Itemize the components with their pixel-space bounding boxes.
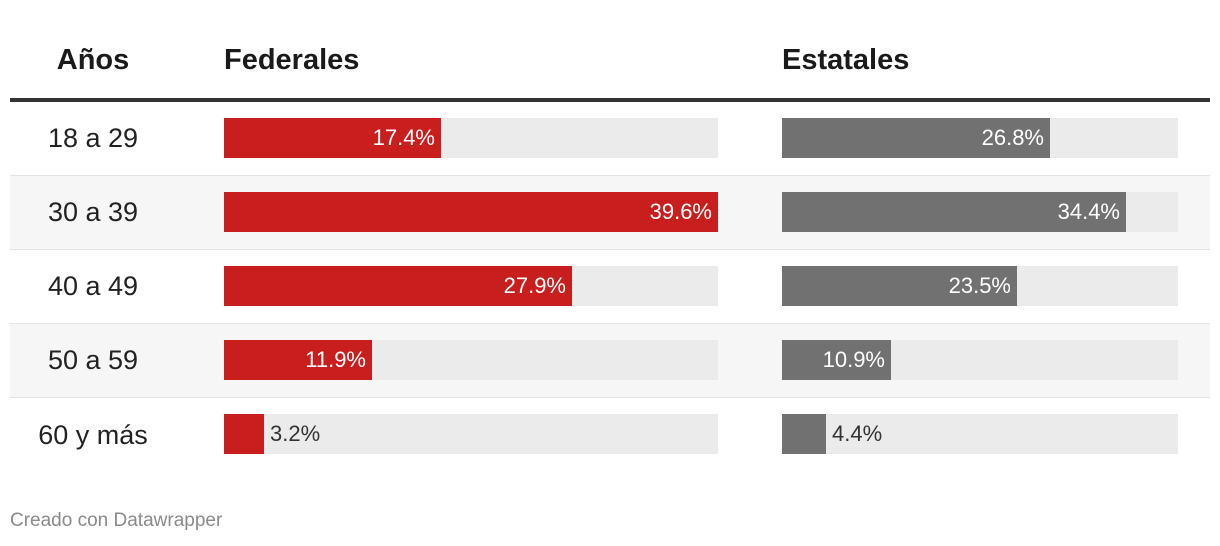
bar-track: 23.5% <box>782 266 1178 306</box>
bar-track: 17.4% <box>224 118 718 158</box>
credit[interactable]: Creado con Datawrapper <box>10 510 223 531</box>
bar-track: 26.8% <box>782 118 1178 158</box>
bar-track: 34.4% <box>782 192 1178 232</box>
bar-estatales <box>782 266 1017 306</box>
bar-federales <box>224 118 441 158</box>
header-years: Años <box>56 44 130 76</box>
header-estatales: Estatales <box>782 44 910 76</box>
bar-estatales <box>782 192 1126 232</box>
data-label: 34.4% <box>1057 199 1120 224</box>
bar-estatales <box>782 414 826 454</box>
row-label: 60 y más <box>38 419 148 450</box>
bar-track: 11.9% <box>224 340 718 380</box>
data-label: 23.5% <box>948 273 1011 298</box>
row-label: 50 a 59 <box>47 345 139 375</box>
bar-track: 3.2% <box>224 414 718 454</box>
data-label: 11.9% <box>305 347 366 372</box>
table-row: 18 a 29 17.4% 26.8% <box>10 102 1210 176</box>
bar-track: 10.9% <box>782 340 1178 380</box>
table-row: 60 y más 3.2% 4.4% <box>10 398 1210 472</box>
data-label: 26.8% <box>981 125 1044 150</box>
table-row: 40 a 49 27.9% 23.5% <box>10 250 1210 324</box>
row-label: 30 a 39 <box>47 197 139 227</box>
table-row: 50 a 59 11.9% 10.9% <box>10 324 1210 398</box>
bar-federales <box>224 192 718 232</box>
header-federales: Federales <box>224 44 360 76</box>
bar-estatales <box>782 118 1050 158</box>
data-label: 4.4% <box>832 421 883 446</box>
row-label: 18 a 29 <box>47 123 139 153</box>
data-label: 10.9% <box>822 347 885 372</box>
bar-federales <box>224 266 572 306</box>
row-label: 40 a 49 <box>47 271 139 301</box>
bar-federales <box>224 414 264 454</box>
data-label: 39.6% <box>649 199 712 224</box>
bar-track: 39.6% <box>224 192 718 232</box>
data-label: 3.2% <box>270 421 321 446</box>
bar-federales <box>224 340 372 380</box>
header-rule <box>10 98 1210 102</box>
bar-track: 4.4% <box>782 414 1178 454</box>
data-label: 17.4% <box>372 125 435 150</box>
data-label: 27.9% <box>503 273 566 298</box>
bar-track: 27.9% <box>224 266 718 306</box>
bar-estatales <box>782 340 891 380</box>
table-row: 30 a 39 39.6% 34.4% <box>10 176 1210 250</box>
